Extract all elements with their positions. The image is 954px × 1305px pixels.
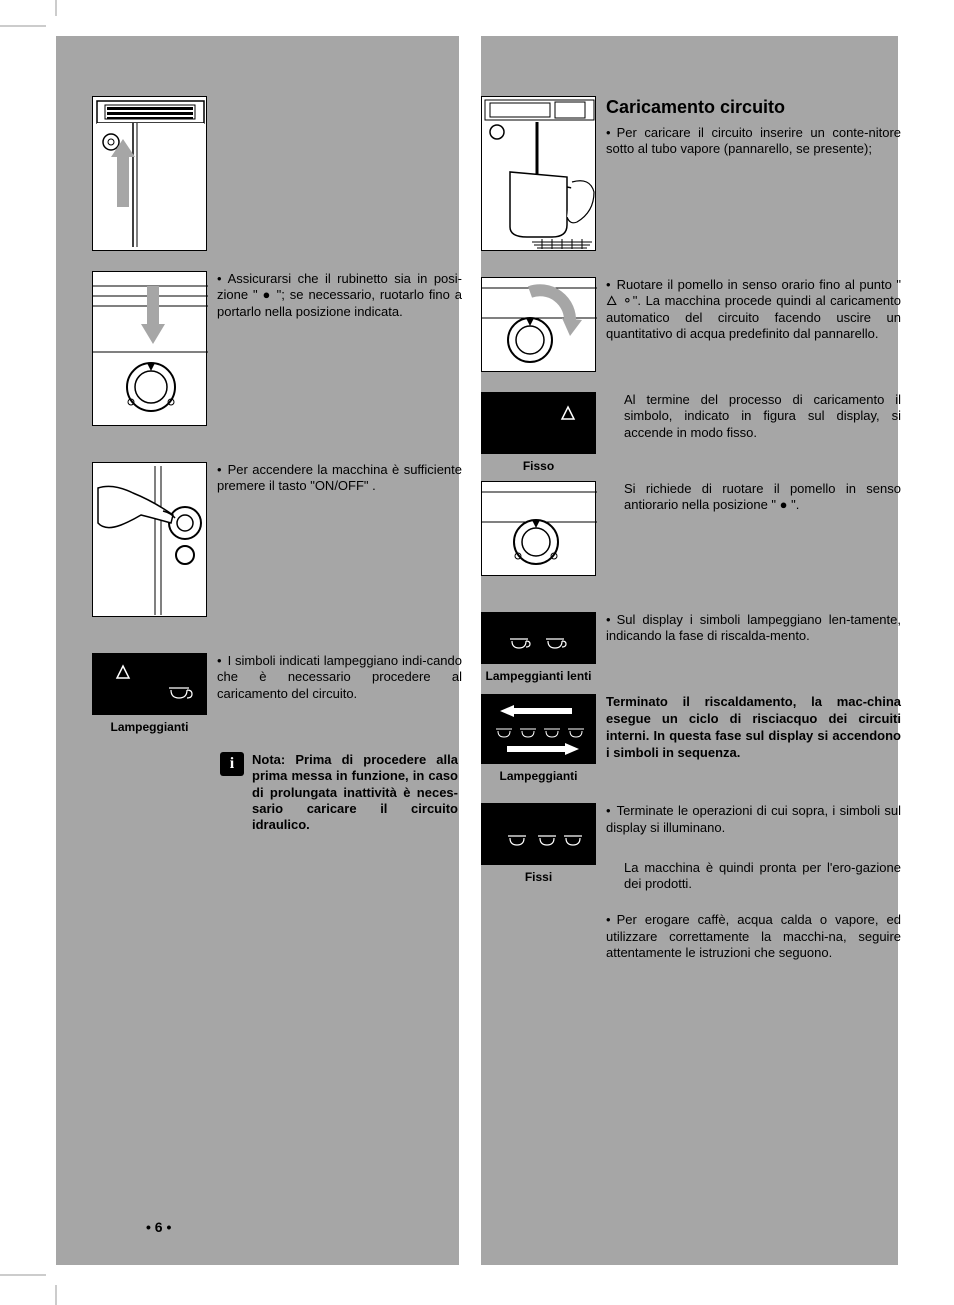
li-r2: Ruotare il pomello in senso orario fino … <box>606 277 901 342</box>
fig-lamp-lenti-wrap: Lampeggianti lenti <box>481 612 596 682</box>
text-r3a: Al termine del processo di caricamento i… <box>596 392 901 441</box>
caption-lamp-lenti: Lampeggianti lenti <box>481 670 596 682</box>
li-simboli: I simboli indicati lampeggiano indi-cand… <box>217 653 462 702</box>
fig-lampeggianti-wrap: Lampeggianti <box>92 653 207 734</box>
fissi-svg <box>482 804 597 866</box>
fisso-svg <box>482 393 597 455</box>
li-r4: Sul display i simboli lampeggiano len-ta… <box>606 612 901 645</box>
fig-lamp-seq <box>481 694 596 764</box>
whiteband-top <box>56 26 898 36</box>
heading-caricamento: Caricamento circuito <box>606 96 901 119</box>
text-r3b: Si richiede di ruotare il pomello in sen… <box>596 481 901 514</box>
fig-pannarello <box>481 96 596 251</box>
text-item3: Per accendere la macchina è sufficiente … <box>207 462 462 495</box>
right-column: Caricamento circuito Per caricare il cir… <box>481 96 901 961</box>
machine-svg <box>93 97 208 252</box>
li-r1: Per caricare il circuito inserire un con… <box>606 125 901 158</box>
li-r6a: Terminate le operazioni di cui sopra, i … <box>606 803 901 836</box>
text-item4: I simboli indicati lampeggiano indi-cand… <box>207 653 462 702</box>
dial-return-svg <box>482 482 597 577</box>
caption-lampeggianti: Lampeggianti <box>92 721 207 734</box>
text-r6: Terminate le operazioni di cui sopra, i … <box>596 803 901 892</box>
bold-r5: Terminato il riscaldamento, la mac-china… <box>596 694 901 762</box>
lamp-lenti-svg <box>482 613 597 665</box>
dial-cw-svg <box>482 278 597 373</box>
left-column: Assicurarsi che il rubinetto sia in posi… <box>92 96 462 833</box>
caption-lamp-seq: Lampeggianti <box>481 770 596 783</box>
fig-dial-return <box>481 481 596 576</box>
text-r2: Ruotare il pomello in senso orario fino … <box>596 277 901 342</box>
p-r6b: La macchina è quindi pronta per l'ero-ga… <box>606 860 901 893</box>
page: Assicurarsi che il rubinetto sia in posi… <box>56 26 898 1275</box>
whiteband-bottom <box>56 1265 898 1275</box>
fig-fisso <box>481 392 596 454</box>
caption-fissi: Fissi <box>481 871 596 884</box>
note-text: Nota: Prima di procedere alla prima mess… <box>252 752 458 833</box>
crop-mark-bl <box>0 1265 60 1305</box>
fig-lamp-seq-wrap: Lampeggianti <box>481 694 596 783</box>
fig-press-onoff <box>92 462 207 617</box>
li-onoff: Per accendere la macchina è sufficiente … <box>217 462 462 495</box>
fig-dial-closed <box>92 271 207 426</box>
gutter <box>459 36 481 1265</box>
li-r7: Per erogare caffè, acqua calda o vapore,… <box>606 912 901 961</box>
fig-lampeggianti <box>92 653 207 715</box>
p-r3b: Si richiede di ruotare il pomello in sen… <box>606 481 901 514</box>
fig-fisso-wrap: Fisso <box>481 392 596 473</box>
pannarello-svg <box>482 97 597 252</box>
text-r1: Caricamento circuito Per caricare il cir… <box>596 96 901 157</box>
info-icon: i <box>220 752 244 776</box>
text-r7: Per erogare caffè, acqua calda o vapore,… <box>596 912 901 961</box>
fig-fissi-wrap: Fissi <box>481 803 596 884</box>
fig-lamp-lenti <box>481 612 596 664</box>
fig-machine-switch <box>92 96 207 251</box>
crop-mark-tl <box>0 0 60 60</box>
p-r3a: Al termine del processo di caricamento i… <box>606 392 901 441</box>
note-box: i Nota: Prima di procedere alla prima me… <box>220 752 458 833</box>
dial-closed-svg <box>93 272 208 427</box>
li-rubinetto: Assicurarsi che il rubinetto sia in posi… <box>217 271 462 320</box>
lamp-seq-svg <box>482 695 597 765</box>
fig-fissi <box>481 803 596 865</box>
text-item2: Assicurarsi che il rubinetto sia in posi… <box>207 271 462 320</box>
press-svg <box>93 463 208 618</box>
text-r4: Sul display i simboli lampeggiano len-ta… <box>596 612 901 645</box>
lamp-svg <box>93 654 208 716</box>
fig-dial-cw <box>481 277 596 372</box>
page-number: • 6 • <box>146 1219 171 1235</box>
caption-fisso: Fisso <box>481 460 596 473</box>
